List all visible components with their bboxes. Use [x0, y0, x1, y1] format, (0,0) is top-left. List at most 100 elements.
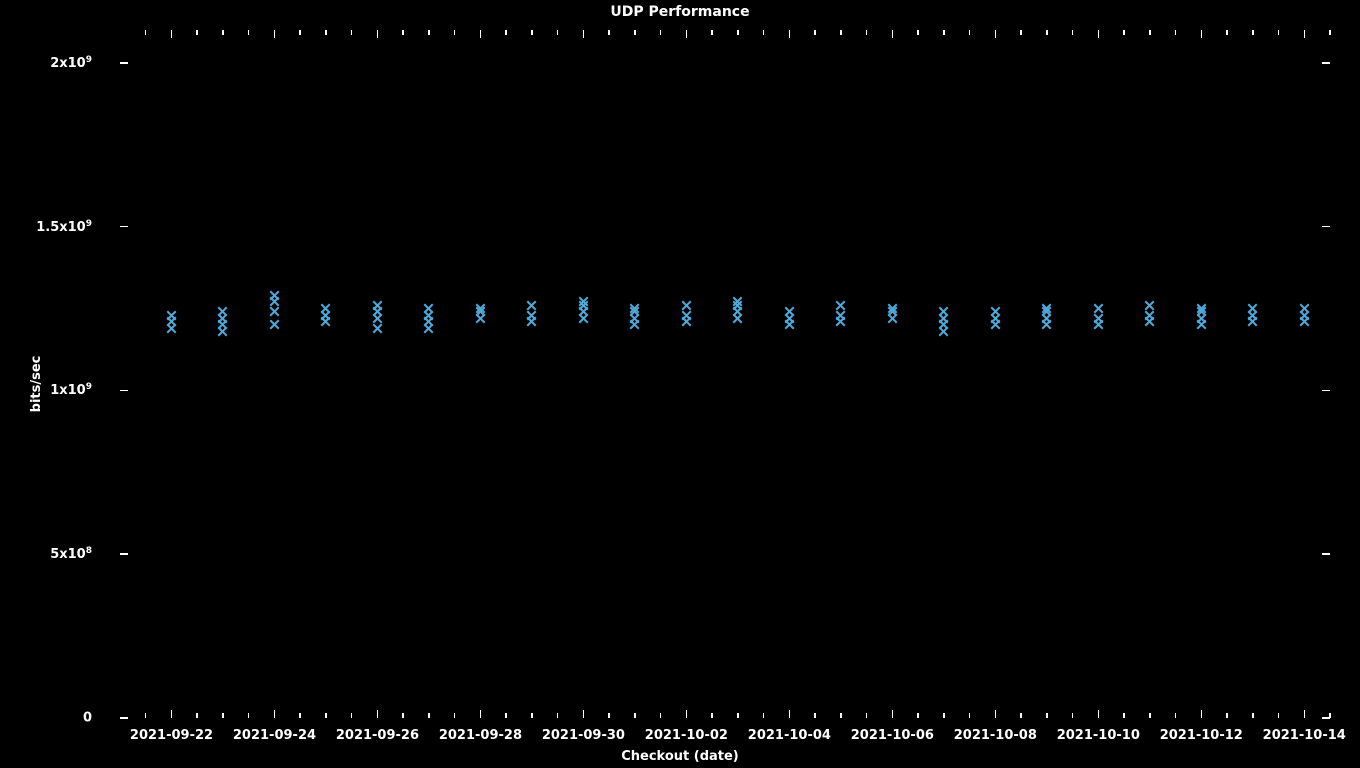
- xtick-minor-mark: [222, 30, 224, 35]
- data-point-marker: [785, 307, 794, 316]
- data-point-marker: [424, 304, 433, 313]
- xtick-minor-mark: [1123, 30, 1125, 35]
- data-point-marker: [373, 301, 382, 310]
- xtick-mark: [480, 710, 482, 718]
- data-point-marker: [1094, 304, 1103, 313]
- xtick-minor-mark: [660, 30, 662, 35]
- xtick-label: 2021-10-10: [1057, 728, 1140, 743]
- data-point-marker: [1197, 314, 1206, 323]
- data-point-marker: [1145, 311, 1154, 320]
- data-point-marker: [1248, 317, 1257, 326]
- xtick-mark: [892, 710, 894, 718]
- data-point-marker: [167, 317, 176, 326]
- ytick-mark: [1322, 390, 1330, 392]
- xtick-mark: [274, 710, 276, 718]
- data-point-marker: [218, 320, 227, 329]
- data-point-marker: [836, 317, 845, 326]
- plot-area: 05x1081x1091.5x1092x1092021-09-222021-09…: [120, 30, 1330, 718]
- data-point-marker: [167, 311, 176, 320]
- xtick-minor-mark: [917, 713, 919, 718]
- xtick-minor-mark: [351, 30, 353, 35]
- xtick-minor-mark: [1020, 713, 1022, 718]
- xtick-mark: [274, 30, 276, 38]
- xtick-minor-mark: [351, 713, 353, 718]
- ytick-label: 1x109: [50, 382, 92, 398]
- xtick-mark: [686, 30, 688, 38]
- ytick-mark: [1322, 226, 1330, 228]
- data-point-marker: [888, 307, 897, 316]
- data-point-marker: [991, 307, 1000, 316]
- xtick-minor-mark: [325, 30, 327, 35]
- xtick-minor-mark: [608, 713, 610, 718]
- xtick-minor-mark: [248, 30, 250, 35]
- data-point-marker: [373, 314, 382, 323]
- xtick-label: 2021-10-06: [851, 728, 934, 743]
- ytick-label: 5x108: [50, 546, 92, 562]
- data-point-marker: [321, 311, 330, 320]
- data-point-marker: [527, 317, 536, 326]
- data-point-marker: [939, 307, 948, 316]
- data-point-marker: [424, 317, 433, 326]
- xtick-minor-mark: [737, 713, 739, 718]
- xtick-minor-mark: [299, 30, 301, 35]
- data-point-marker: [579, 307, 588, 316]
- chart-container: UDP Performance bits/sec Checkout (date)…: [0, 0, 1360, 768]
- xtick-minor-mark: [737, 30, 739, 35]
- data-point-marker: [888, 304, 897, 313]
- xtick-minor-mark: [145, 713, 147, 718]
- ytick-label: 1.5x109: [36, 218, 92, 234]
- xtick-minor-mark: [814, 30, 816, 35]
- xtick-label: 2021-09-26: [336, 728, 419, 743]
- data-point-marker: [630, 304, 639, 313]
- xtick-minor-mark: [634, 713, 636, 718]
- data-point-marker: [424, 311, 433, 320]
- xtick-mark: [789, 710, 791, 718]
- data-point-marker: [373, 307, 382, 316]
- ytick-label: 0: [83, 711, 92, 726]
- data-point-marker: [991, 314, 1000, 323]
- ytick-mark: [1322, 553, 1330, 555]
- xtick-minor-mark: [943, 713, 945, 718]
- xtick-minor-mark: [866, 713, 868, 718]
- xtick-mark: [171, 710, 173, 718]
- data-point-marker: [733, 307, 742, 316]
- data-point-marker: [476, 307, 485, 316]
- xtick-minor-mark: [505, 30, 507, 35]
- x-axis-label: Checkout (date): [0, 749, 1360, 764]
- xtick-minor-mark: [145, 30, 147, 35]
- xtick-minor-mark: [608, 30, 610, 35]
- xtick-minor-mark: [299, 713, 301, 718]
- data-point-marker: [1248, 311, 1257, 320]
- data-point-marker: [270, 320, 279, 329]
- xtick-mark: [789, 30, 791, 38]
- xtick-minor-mark: [325, 713, 327, 718]
- xtick-minor-mark: [402, 713, 404, 718]
- xtick-minor-mark: [1278, 30, 1280, 35]
- xtick-minor-mark: [428, 30, 430, 35]
- xtick-minor-mark: [1072, 30, 1074, 35]
- xtick-label: 2021-10-14: [1263, 728, 1346, 743]
- ytick-mark: [120, 226, 128, 228]
- xtick-minor-mark: [917, 30, 919, 35]
- xtick-minor-mark: [840, 713, 842, 718]
- xtick-label: 2021-10-12: [1160, 728, 1243, 743]
- xtick-minor-mark: [1329, 30, 1331, 35]
- data-point-marker: [527, 311, 536, 320]
- xtick-mark: [377, 710, 379, 718]
- xtick-mark: [892, 30, 894, 38]
- data-point-marker: [1197, 320, 1206, 329]
- xtick-minor-mark: [428, 713, 430, 718]
- data-point-marker: [1300, 311, 1309, 320]
- xtick-minor-mark: [1226, 30, 1228, 35]
- xtick-minor-mark: [1046, 30, 1048, 35]
- data-point-marker: [476, 314, 485, 323]
- data-point-marker: [167, 324, 176, 333]
- data-point-marker: [579, 301, 588, 310]
- xtick-mark: [1098, 710, 1100, 718]
- xtick-mark: [583, 710, 585, 718]
- data-point-marker: [527, 301, 536, 310]
- xtick-mark: [1098, 30, 1100, 38]
- xtick-mark: [1304, 710, 1306, 718]
- data-point-marker: [785, 320, 794, 329]
- data-point-marker: [1197, 304, 1206, 313]
